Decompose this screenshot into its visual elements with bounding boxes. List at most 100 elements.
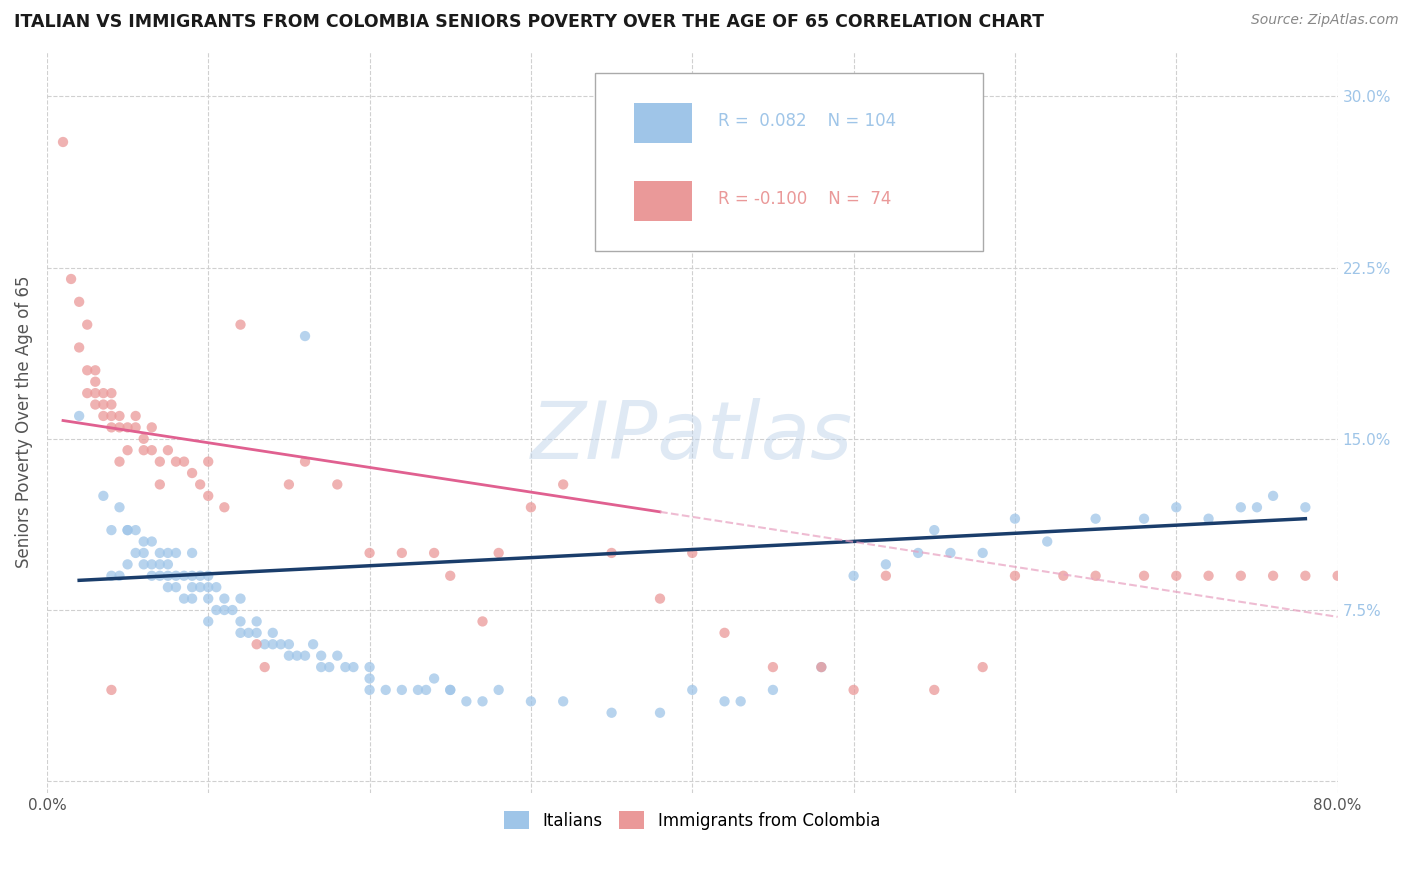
Point — [214, 591, 236, 606]
Point — [277, 648, 299, 663]
Point — [108, 500, 131, 515]
Point — [197, 455, 219, 469]
Point — [253, 637, 276, 651]
Point — [149, 455, 172, 469]
Point — [600, 546, 623, 560]
Point — [713, 625, 735, 640]
Point — [277, 477, 299, 491]
Point — [214, 500, 236, 515]
Point — [156, 568, 179, 582]
Point — [939, 546, 962, 560]
Point — [229, 625, 252, 640]
Point — [181, 568, 204, 582]
Point — [214, 603, 236, 617]
Bar — [634, 103, 692, 144]
Point — [173, 455, 195, 469]
Point — [229, 615, 252, 629]
Point — [1198, 511, 1220, 525]
Point — [439, 568, 461, 582]
Point — [359, 672, 381, 686]
Point — [972, 660, 994, 674]
Point — [197, 580, 219, 594]
Legend: Italians, Immigrants from Colombia: Italians, Immigrants from Colombia — [498, 805, 887, 837]
Point — [149, 568, 172, 582]
Point — [1246, 500, 1268, 515]
Point — [165, 568, 187, 582]
Point — [52, 135, 75, 149]
Point — [406, 682, 429, 697]
Point — [262, 625, 284, 640]
Text: Source: ZipAtlas.com: Source: ZipAtlas.com — [1251, 13, 1399, 28]
Point — [681, 546, 703, 560]
Point — [84, 363, 107, 377]
Point — [907, 546, 929, 560]
Y-axis label: Seniors Poverty Over the Age of 65: Seniors Poverty Over the Age of 65 — [15, 276, 32, 568]
Point — [488, 546, 510, 560]
Point — [108, 409, 131, 423]
Point — [359, 546, 381, 560]
Point — [100, 420, 122, 434]
Point — [93, 398, 115, 412]
Point — [415, 682, 437, 697]
Point — [423, 672, 446, 686]
Point — [67, 409, 90, 423]
Text: R =  0.082    N = 104: R = 0.082 N = 104 — [718, 112, 896, 130]
Point — [132, 432, 155, 446]
Point — [124, 420, 146, 434]
Point — [181, 546, 204, 560]
Point — [197, 615, 219, 629]
Point — [713, 694, 735, 708]
Point — [439, 682, 461, 697]
Point — [197, 591, 219, 606]
Point — [246, 615, 269, 629]
Point — [156, 580, 179, 594]
Point — [132, 534, 155, 549]
Point — [132, 558, 155, 572]
Point — [1326, 568, 1348, 582]
Point — [141, 534, 163, 549]
Point — [246, 637, 269, 651]
Point — [1133, 511, 1156, 525]
Point — [229, 318, 252, 332]
Point — [93, 489, 115, 503]
Point — [165, 580, 187, 594]
Point — [456, 694, 478, 708]
Point — [972, 546, 994, 560]
Point — [149, 558, 172, 572]
Point — [238, 625, 260, 640]
Point — [141, 558, 163, 572]
Point — [156, 546, 179, 560]
Point — [108, 420, 131, 434]
Point — [600, 706, 623, 720]
Point — [875, 568, 897, 582]
Point — [84, 386, 107, 401]
Point — [648, 706, 671, 720]
Point — [124, 523, 146, 537]
Point — [76, 318, 98, 332]
Point — [1261, 489, 1284, 503]
Point — [810, 660, 832, 674]
Text: ITALIAN VS IMMIGRANTS FROM COLOMBIA SENIORS POVERTY OVER THE AGE OF 65 CORRELATI: ITALIAN VS IMMIGRANTS FROM COLOMBIA SENI… — [14, 13, 1045, 31]
Point — [141, 568, 163, 582]
FancyBboxPatch shape — [596, 73, 983, 251]
Point — [100, 523, 122, 537]
Point — [156, 558, 179, 572]
Point — [294, 648, 316, 663]
Point — [84, 398, 107, 412]
Point — [270, 637, 292, 651]
Point — [922, 682, 945, 697]
Point — [318, 660, 340, 674]
Point — [1004, 568, 1026, 582]
Point — [285, 648, 308, 663]
Point — [149, 546, 172, 560]
Point — [205, 580, 228, 594]
Point — [117, 420, 139, 434]
Point — [488, 682, 510, 697]
Point — [100, 409, 122, 423]
Point — [326, 477, 349, 491]
Point — [141, 420, 163, 434]
Point — [1052, 568, 1074, 582]
Point — [117, 558, 139, 572]
Point — [76, 363, 98, 377]
Point — [246, 625, 269, 640]
